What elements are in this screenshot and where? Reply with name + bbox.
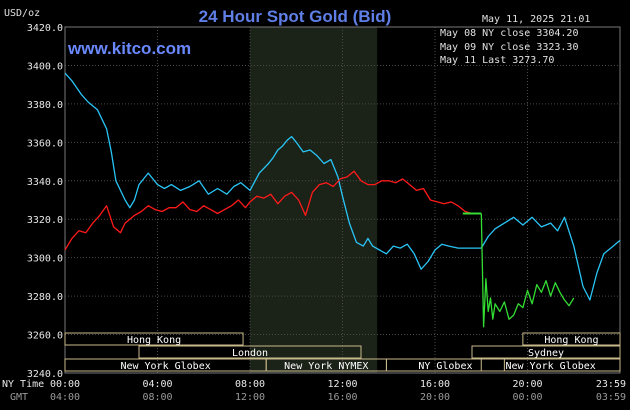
x-tick-label-gmt: 16:00 [327, 392, 357, 403]
x-tick-label-gmt: 08:00 [142, 392, 172, 403]
x-tick-label-ny: 20:00 [512, 379, 542, 390]
session-label: New York NYMEX [284, 361, 368, 372]
x-tick-label-ny: 08:00 [235, 379, 265, 390]
series-line-may08-extension [480, 216, 621, 301]
x-tick-label-ny: 12:00 [327, 379, 357, 390]
legend-entry-may11: May 11 Last 3273.70 [440, 55, 554, 66]
session-label: Hong Kong [544, 335, 598, 346]
series-line-may11 [480, 213, 575, 328]
chart-title: 24 Hour Spot Gold (Bid) [199, 7, 392, 26]
x-tick-label-gmt: 04:00 [50, 392, 80, 403]
y-tick-label: 3240.0 [27, 369, 63, 380]
x-tick-label-gmt: 00:00 [512, 392, 542, 403]
session-bar: New York Globex [480, 358, 621, 372]
session-bar-outline [480, 358, 621, 372]
session-bar: London [138, 345, 362, 359]
y-tick-label: 3260.0 [27, 331, 63, 342]
y-tick-label: 3300.0 [27, 254, 63, 265]
legend-entry-may09: May 09 NY close 3323.30 [440, 42, 578, 53]
y-tick-label: 3380.0 [27, 100, 63, 111]
x-tick-label-gmt: 12:00 [235, 392, 265, 403]
y-tick-label: 3420.0 [27, 23, 63, 34]
session-bar: NY Globex [385, 358, 505, 372]
session-bars: Hong Kong London New York Globex New York N… [64, 332, 621, 372]
y-tick-label: 3400.0 [27, 61, 63, 72]
legend-entry-may08: May 08 NY close 3304.20 [440, 28, 578, 39]
session-label: NY Globex [418, 361, 472, 372]
session-bar-outline [64, 332, 244, 346]
session-bar-outline [471, 345, 621, 359]
plot-frame [64, 26, 621, 374]
series-line-may09 [64, 170, 482, 251]
y-axis-ticks: 3240.0 3260.0 3280.0 3300.0 3320.0 3340.0 3360… [27, 23, 63, 380]
x-tick-label-ny: 23:59 [596, 379, 626, 390]
x-tick-label-gmt: 03:59 [596, 392, 626, 403]
ny-time-label: NY Time [2, 379, 44, 390]
x-tick-label-ny: 00:00 [50, 379, 80, 390]
gmt-label: GMT [10, 392, 28, 403]
y-tick-label: 3320.0 [27, 215, 63, 226]
session-bar: Hong Kong [64, 332, 244, 346]
chart-datetime: May 11, 2025 21:01 [482, 14, 590, 25]
session-bar-outline [138, 345, 362, 359]
series-lines [64, 72, 621, 328]
session-bar: Hong Kong [522, 332, 621, 346]
y-tick-label: 3280.0 [27, 292, 63, 303]
session-label: London [232, 348, 268, 359]
session-bar: New York NYMEX [265, 358, 387, 372]
session-label: New York Globex [120, 361, 210, 372]
legend: May 08 NY close 3304.20 May 09 NY close … [440, 28, 578, 66]
y-unit-label: USD/oz [4, 8, 40, 19]
session-label: Sydney [528, 348, 564, 359]
x-tick-label-gmt: 20:00 [420, 392, 450, 403]
series-line-may08 [64, 72, 482, 270]
session-bar: Sydney [471, 345, 621, 359]
session-label: New York Globex [505, 361, 595, 372]
session-bar-outline [385, 358, 505, 372]
x-tick-label-ny: 16:00 [420, 379, 450, 390]
session-bar-outline [522, 332, 621, 346]
x-tick-label-ny: 04:00 [142, 379, 172, 390]
x-axis-ticks: 00:00 04:00 04:00 08:00 08:00 12:00 12:00 16:00… [50, 379, 626, 403]
y-tick-label: 3360.0 [27, 138, 63, 149]
highlight-band [250, 27, 378, 373]
site-watermark: www.kitco.com [67, 39, 191, 58]
y-tick-label: 3340.0 [27, 177, 63, 188]
session-label: Hong Kong [127, 335, 181, 346]
